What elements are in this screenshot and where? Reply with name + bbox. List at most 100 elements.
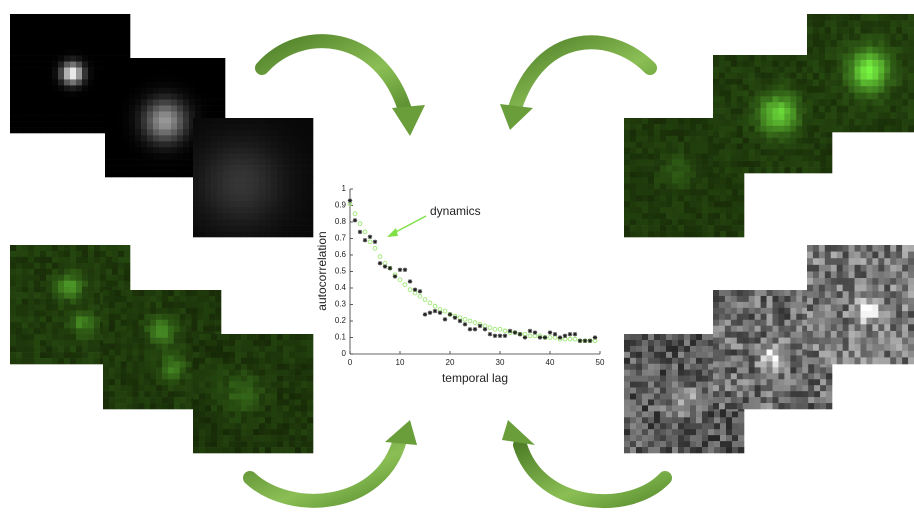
pixel — [878, 47, 884, 54]
pixel — [10, 322, 16, 328]
pixel — [890, 324, 896, 331]
pixel — [271, 334, 277, 340]
pixel — [849, 338, 855, 345]
pixel — [141, 106, 147, 112]
pixel — [16, 358, 22, 364]
pixel — [855, 344, 861, 351]
pixel — [731, 391, 737, 397]
pixel — [902, 318, 908, 325]
pixel — [660, 130, 666, 136]
pixel — [624, 231, 630, 237]
pixel — [10, 281, 16, 287]
pixel — [100, 281, 106, 287]
pixel — [761, 391, 767, 397]
pixel — [849, 93, 855, 100]
pixel — [696, 136, 702, 142]
pixel — [22, 287, 28, 293]
pixel — [767, 373, 773, 379]
pixel — [826, 367, 832, 373]
pixel — [203, 314, 209, 320]
pixel — [165, 64, 171, 70]
pixel — [825, 324, 831, 331]
pixel — [111, 135, 117, 141]
pixel — [825, 60, 831, 67]
pixel — [52, 121, 58, 127]
pixel — [199, 136, 205, 142]
pixel — [10, 293, 16, 299]
pixel — [666, 423, 672, 429]
pixel — [890, 112, 896, 119]
pixel — [825, 298, 831, 305]
pixel — [112, 20, 118, 26]
pixel — [171, 88, 177, 94]
pixel — [678, 447, 684, 453]
pixel — [127, 296, 133, 302]
pixel — [174, 338, 180, 344]
pixel — [150, 320, 156, 326]
pixel — [731, 397, 737, 403]
pixel — [654, 189, 660, 195]
pixel — [180, 379, 186, 385]
pixel — [253, 118, 259, 124]
pixel — [124, 26, 130, 32]
pixel — [295, 225, 301, 231]
pixel — [855, 27, 861, 34]
pixel — [825, 73, 831, 80]
pixel — [702, 429, 708, 435]
pixel — [714, 411, 720, 417]
pixel — [773, 385, 779, 391]
y-tick-label: 0.4 — [335, 283, 347, 292]
pixel — [902, 93, 908, 100]
pixel — [82, 275, 88, 281]
pixel — [109, 397, 115, 403]
pixel — [117, 58, 123, 64]
pixel — [720, 213, 726, 219]
pixel — [884, 93, 890, 100]
pixel — [129, 88, 135, 94]
pixel — [223, 382, 229, 388]
pixel — [100, 26, 106, 32]
pixel — [872, 34, 878, 41]
pixel — [802, 379, 808, 385]
pixel — [630, 154, 636, 160]
pixel — [743, 155, 749, 161]
pixel — [10, 14, 16, 20]
pixel — [129, 153, 135, 159]
pixel — [849, 298, 855, 305]
pixel — [259, 148, 265, 154]
pixel — [826, 132, 832, 138]
pixel — [672, 142, 678, 148]
pixel — [725, 302, 731, 308]
pixel — [684, 358, 690, 364]
pixel — [40, 316, 46, 322]
pixel — [22, 74, 28, 80]
pixel — [696, 231, 702, 237]
pixel — [277, 219, 283, 225]
pixel — [16, 26, 22, 32]
pixel — [684, 213, 690, 219]
pixel — [82, 56, 88, 62]
pixel — [138, 379, 144, 385]
pixel — [289, 189, 295, 195]
pixel — [761, 302, 767, 308]
pixel — [253, 213, 259, 219]
pixel — [796, 326, 802, 332]
pixel — [725, 373, 731, 379]
pixel — [171, 141, 177, 147]
pixel — [813, 291, 819, 298]
pixel — [40, 245, 46, 251]
pixel — [861, 119, 867, 126]
pixel — [193, 364, 199, 370]
pixel — [133, 314, 139, 320]
pixel — [784, 314, 790, 320]
pixel — [713, 161, 719, 167]
pixel — [217, 388, 223, 394]
pixel — [738, 447, 744, 453]
pixel — [217, 447, 223, 453]
pixel — [731, 403, 737, 409]
pixel — [807, 318, 813, 325]
pixel — [642, 154, 648, 160]
pixel — [849, 357, 855, 364]
pixel — [636, 394, 642, 400]
pixel — [34, 62, 40, 68]
